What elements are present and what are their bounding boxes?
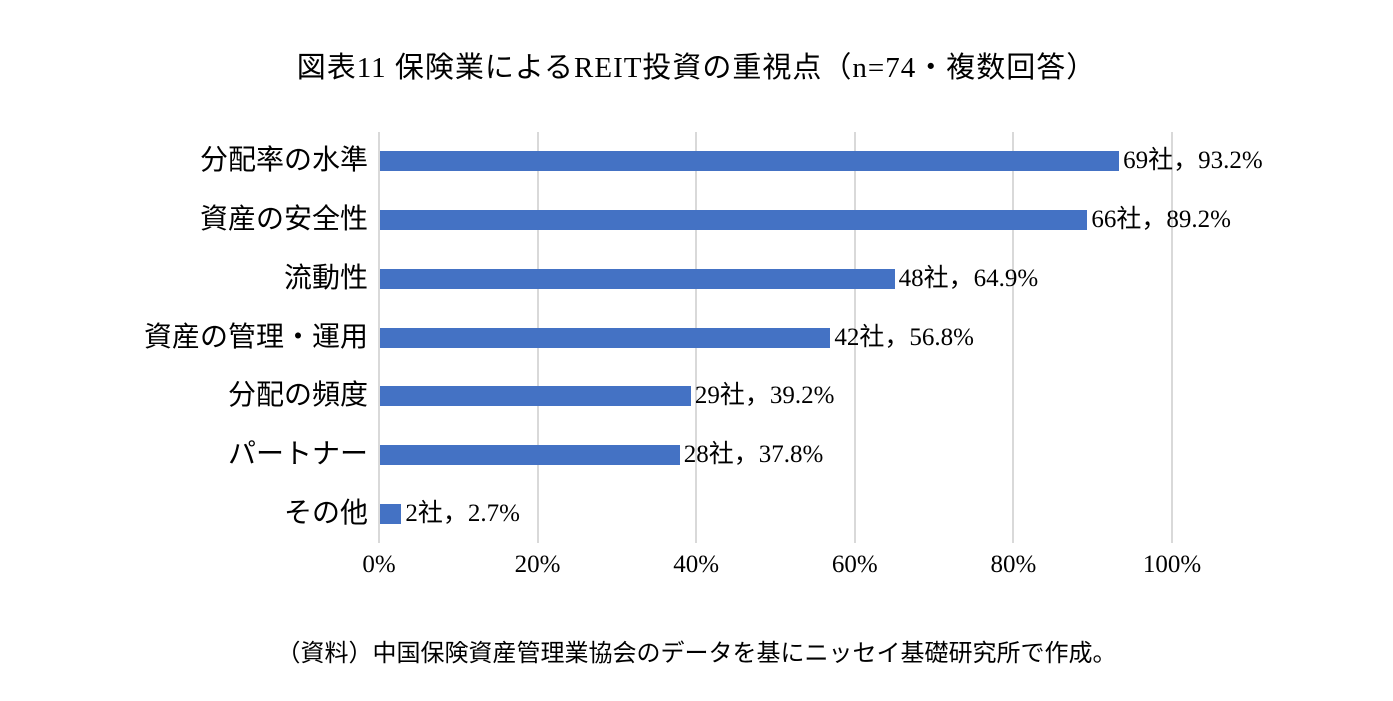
x-tick-label: 20% bbox=[514, 551, 561, 578]
bar-value-label: 66社，89.2% bbox=[1091, 206, 1231, 234]
plot-area: 69社，93.2% 66社，89.2% 48社，64.9% 42社，56.8% 29社，… bbox=[378, 132, 1263, 543]
bar-value-label: 48社，64.9% bbox=[898, 264, 1039, 292]
gridline-100 bbox=[1171, 132, 1173, 543]
chart-title: 図表11 保険業によるREIT投資の重視点（n=74・複数回答） bbox=[296, 52, 1097, 84]
gridline-80 bbox=[1012, 132, 1015, 543]
x-tick-label: 40% bbox=[673, 551, 720, 578]
x-tick-label: 0% bbox=[362, 551, 396, 578]
bar-4 bbox=[380, 327, 831, 348]
bar-value-label: 42社，56.8% bbox=[834, 323, 974, 351]
category-axis: 分配率の水準 資産の安全性流動性資産の管理・運用分配の頻度パートナーその他 bbox=[0, 132, 368, 543]
bar-5 bbox=[380, 386, 691, 407]
category-label: 分配の頻度 bbox=[227, 380, 368, 412]
x-axis: 0% 20% 40% 60% 80% 100% bbox=[0, 551, 1393, 587]
source-note: （資料）中国保険資産管理業協会のデータを基にニッセイ基礎研究所で作成。 bbox=[276, 641, 1117, 667]
category-label: パートナー bbox=[227, 438, 368, 470]
x-tick-label: 100% bbox=[1142, 551, 1202, 578]
category-label: 資産の管理・運用 bbox=[143, 321, 368, 353]
bar-7 bbox=[380, 503, 402, 524]
gridline-0 bbox=[378, 132, 380, 543]
bar-3 bbox=[380, 268, 895, 289]
bar-2 bbox=[380, 210, 1088, 231]
category-label: その他 bbox=[283, 497, 368, 529]
category-label: 流動性 bbox=[283, 262, 368, 294]
bar-value-label: 28社，37.8% bbox=[683, 440, 824, 468]
gridline-60 bbox=[853, 132, 856, 543]
bar-1 bbox=[380, 151, 1120, 172]
category-label: 分配率の水準 bbox=[199, 145, 368, 177]
x-tick-label: 60% bbox=[831, 551, 878, 578]
x-tick-label: 80% bbox=[990, 551, 1037, 578]
category-label: 資産の安全性 bbox=[199, 204, 368, 236]
bar-value-label: 69社，93.2% bbox=[1123, 147, 1263, 175]
bar-value-label: 29社，39.2% bbox=[694, 382, 835, 410]
bar-6 bbox=[380, 444, 680, 465]
bar-value-label: 2社，2.7% bbox=[405, 499, 520, 527]
